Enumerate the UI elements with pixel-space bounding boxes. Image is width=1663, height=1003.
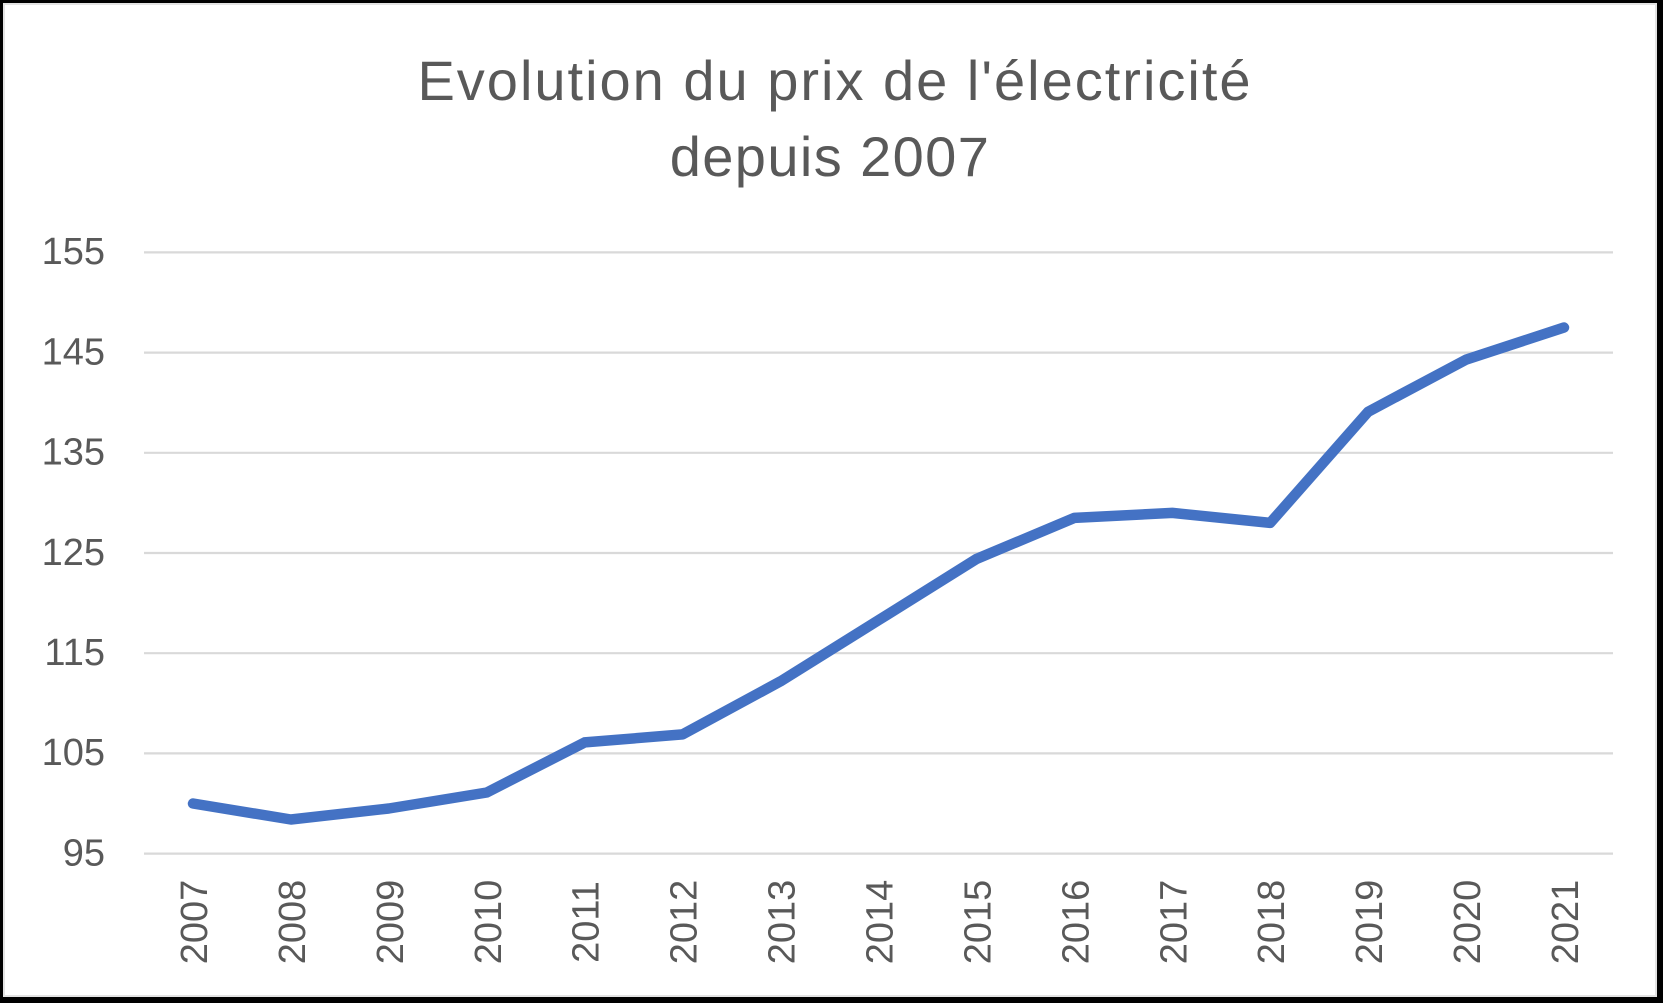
svg-text:2018: 2018	[1251, 880, 1293, 965]
svg-text:2007: 2007	[174, 880, 216, 965]
svg-text:2013: 2013	[762, 880, 804, 965]
svg-text:95: 95	[63, 832, 105, 874]
svg-text:2017: 2017	[1153, 880, 1195, 965]
svg-text:2010: 2010	[468, 880, 510, 965]
svg-text:2009: 2009	[370, 880, 412, 965]
svg-text:2016: 2016	[1055, 880, 1097, 965]
svg-text:2011: 2011	[566, 881, 608, 963]
svg-text:145: 145	[42, 331, 105, 373]
svg-text:2019: 2019	[1349, 880, 1391, 965]
svg-text:155: 155	[42, 231, 105, 273]
svg-text:125: 125	[42, 532, 105, 574]
svg-text:105: 105	[42, 732, 105, 774]
svg-text:2015: 2015	[957, 880, 999, 965]
svg-text:2021: 2021	[1545, 880, 1587, 965]
svg-text:2020: 2020	[1447, 880, 1489, 965]
svg-text:2012: 2012	[664, 880, 706, 965]
svg-text:Evolution du prix de l'électri: Evolution du prix de l'électricité	[417, 49, 1252, 112]
svg-text:depuis 2007: depuis 2007	[670, 125, 991, 188]
svg-text:2008: 2008	[272, 880, 314, 965]
svg-text:2014: 2014	[860, 880, 902, 965]
svg-text:115: 115	[44, 632, 105, 674]
svg-text:135: 135	[42, 432, 105, 474]
